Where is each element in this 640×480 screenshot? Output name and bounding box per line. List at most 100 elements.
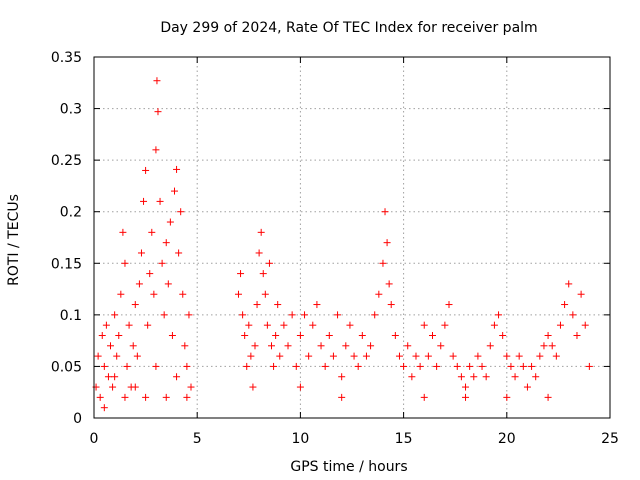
data-point xyxy=(292,362,300,370)
data-point xyxy=(144,321,152,329)
data-point xyxy=(325,331,333,339)
data-point xyxy=(523,383,531,391)
data-point xyxy=(507,362,515,370)
data-point xyxy=(115,331,123,339)
data-point xyxy=(342,342,350,350)
x-tick-label: 20 xyxy=(498,431,516,447)
axis-ticks xyxy=(93,56,611,419)
data-point xyxy=(102,321,110,329)
data-point xyxy=(94,352,102,360)
grid-lines xyxy=(94,57,610,418)
x-tick-label: 25 xyxy=(601,431,619,447)
data-point xyxy=(371,311,379,319)
data-point xyxy=(162,239,170,247)
data-point xyxy=(354,362,362,370)
data-point xyxy=(160,311,168,319)
data-point xyxy=(362,352,370,360)
data-point xyxy=(350,352,358,360)
y-tick-label: 0 xyxy=(73,411,82,427)
data-point xyxy=(404,342,412,350)
data-point xyxy=(183,362,191,370)
y-tick-label: 0.05 xyxy=(51,359,82,375)
data-point xyxy=(146,270,154,278)
data-point xyxy=(375,290,383,298)
data-point xyxy=(515,352,523,360)
data-point xyxy=(532,373,540,381)
data-point xyxy=(544,393,552,401)
data-point xyxy=(148,228,156,236)
data-point xyxy=(387,301,395,309)
data-point xyxy=(503,352,511,360)
data-point xyxy=(309,321,317,329)
data-point xyxy=(133,352,141,360)
data-point xyxy=(400,362,408,370)
chart-title: Day 299 of 2024, Rate Of TEC Index for r… xyxy=(160,20,537,36)
data-point xyxy=(462,393,470,401)
data-point xyxy=(556,321,564,329)
data-point xyxy=(441,321,449,329)
y-tick-label: 0.1 xyxy=(60,308,82,324)
data-point xyxy=(462,383,470,391)
data-point xyxy=(408,373,416,381)
data-point xyxy=(111,373,119,381)
data-point xyxy=(179,290,187,298)
data-point xyxy=(125,321,133,329)
data-point xyxy=(412,352,420,360)
data-point xyxy=(385,280,393,288)
data-point xyxy=(164,280,172,288)
data-point xyxy=(156,197,164,205)
data-point xyxy=(334,311,342,319)
data-point xyxy=(268,342,276,350)
data-point xyxy=(243,362,251,370)
data-point xyxy=(478,362,486,370)
data-point xyxy=(536,352,544,360)
data-point xyxy=(154,108,162,116)
data-point xyxy=(162,393,170,401)
data-point xyxy=(263,321,271,329)
data-point xyxy=(173,373,181,381)
data-point xyxy=(140,197,148,205)
data-point xyxy=(305,352,313,360)
data-point xyxy=(234,290,242,298)
data-point xyxy=(416,362,424,370)
data-point xyxy=(449,352,457,360)
data-point xyxy=(358,331,366,339)
data-point xyxy=(175,249,183,257)
x-tick-label: 0 xyxy=(90,431,99,447)
data-point xyxy=(474,352,482,360)
data-point xyxy=(453,362,461,370)
data-point xyxy=(251,342,259,350)
data-point xyxy=(499,331,507,339)
data-point xyxy=(321,362,329,370)
data-point xyxy=(581,321,589,329)
data-point xyxy=(420,321,428,329)
data-point xyxy=(486,342,494,350)
data-point xyxy=(272,331,280,339)
data-point xyxy=(585,362,593,370)
data-point xyxy=(123,362,131,370)
data-point xyxy=(428,331,436,339)
data-point xyxy=(338,373,346,381)
data-point xyxy=(565,280,573,288)
data-point xyxy=(288,311,296,319)
data-point xyxy=(177,208,185,216)
data-point xyxy=(482,373,490,381)
axis-tick-labels: 0 5 10 15 20 25 0 0.05 0.1 0.15 0.2 0.25 0.3 0.35 xyxy=(51,50,619,447)
data-points xyxy=(92,77,593,412)
data-point xyxy=(457,373,465,381)
data-point xyxy=(253,301,261,309)
data-point xyxy=(249,383,257,391)
data-point xyxy=(391,331,399,339)
data-point xyxy=(131,301,139,309)
data-point xyxy=(111,311,119,319)
data-point xyxy=(301,311,309,319)
data-point xyxy=(395,352,403,360)
x-tick-label: 10 xyxy=(291,431,309,447)
y-tick-label: 0.3 xyxy=(60,102,82,118)
data-point xyxy=(183,393,191,401)
data-point xyxy=(470,373,478,381)
data-point xyxy=(98,331,106,339)
data-point xyxy=(329,352,337,360)
data-point xyxy=(142,166,150,174)
data-point xyxy=(280,321,288,329)
